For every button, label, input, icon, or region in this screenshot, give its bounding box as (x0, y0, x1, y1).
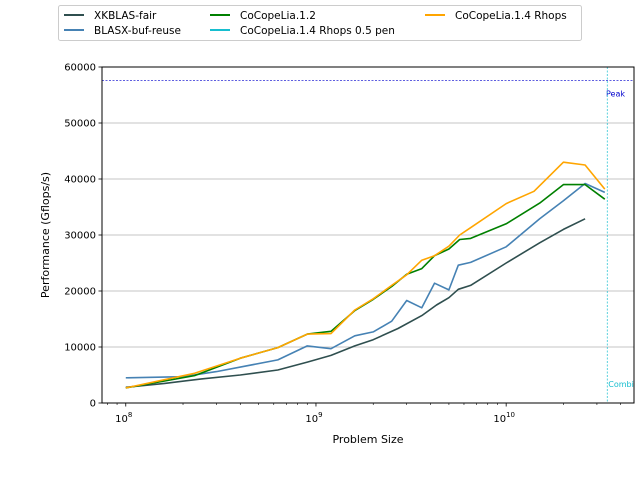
legend-label: CoCopeLia.1.4 Rhops (455, 10, 567, 22)
x-tick-label: 1010 (493, 411, 515, 425)
series-line (125, 218, 586, 389)
reference-line-label: Combi (608, 380, 634, 389)
y-axis: 0 10000 20000 30000 40000 50000 60000 (64, 63, 102, 410)
legend-label: XKBLAS-fair (94, 10, 157, 22)
series-line (125, 183, 606, 389)
reference-line-label: Peak (606, 89, 625, 98)
x-tick-label: 108 (115, 411, 132, 425)
y-axis-label: Performance (Gflops/s) (39, 172, 52, 298)
y-tick-label: 60000 (64, 63, 96, 74)
y-tick-label: 40000 (64, 175, 96, 186)
legend-box (58, 5, 582, 41)
y-tick-label: 10000 (64, 343, 96, 354)
plot-lines (125, 161, 606, 389)
y-tick-label: 0 (90, 399, 96, 410)
x-tick-label: 109 (305, 411, 322, 425)
legend-label: BLASX-buf-reuse (94, 25, 181, 37)
reference-lines: Peak Combi (102, 67, 634, 403)
x-axis: 108 109 1010 (107, 403, 621, 425)
legend: XKBLAS-fair BLASX-buf-reuse CoCopeLia.1.2 C… (58, 5, 582, 41)
y-tick-label: 20000 (64, 287, 96, 298)
series-line (125, 161, 606, 389)
x-axis-label: Problem Size (332, 433, 403, 446)
y-tick-label: 50000 (64, 119, 96, 130)
legend-label: CoCopeLia.1.2 (240, 10, 316, 22)
legend-label: CoCopeLia.1.4 Rhops 0.5 pen (240, 25, 395, 37)
series-line (125, 182, 606, 379)
y-tick-label: 30000 (64, 231, 96, 242)
